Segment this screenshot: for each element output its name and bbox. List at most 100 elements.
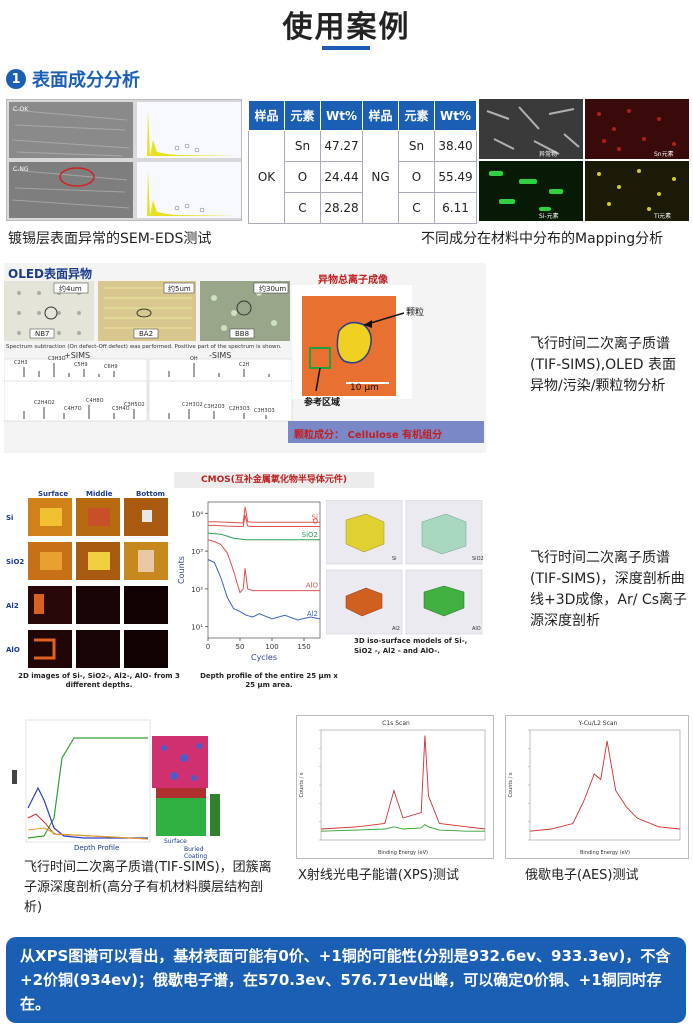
page-title: 使用案例 <box>282 10 411 45</box>
model-tag-sio2: SiO2 <box>472 556 484 562</box>
y-axis-label: Counts <box>177 556 186 584</box>
cmos-figure: Surface Middle Bottom Si SiO2 Al2 AlO 2D… <box>4 470 488 692</box>
element-cell: O <box>398 161 435 193</box>
col-header: Wt% <box>434 100 477 131</box>
pos-peak-label: C3H5O2 <box>124 402 145 408</box>
gcib-graphic <box>12 719 220 843</box>
pos-peak-label: C6H9 <box>104 364 118 370</box>
title-underline <box>322 46 370 50</box>
sem-eds-graphic: C-OK C-NG <box>7 100 241 220</box>
mapping-label-4: Ti元素 <box>653 212 671 220</box>
spectrum-note: Spectrum subtraction (On defect-Off defe… <box>6 344 282 350</box>
series-line-o <box>208 514 320 527</box>
cmos-row-label-alo: AlO <box>6 646 20 654</box>
wt-cell: 6.11 <box>434 192 477 224</box>
section-header: 1 表面成分分析 <box>6 66 140 92</box>
cmos-col-middle: Middle <box>86 490 113 498</box>
reference-label: 参考区域 <box>304 398 341 408</box>
spectrum-line <box>320 735 486 830</box>
pos-peak-label: C2H3 <box>14 360 28 366</box>
mapping-label-1: 异常物 <box>539 150 557 158</box>
wt-cell: 47.27 <box>320 130 363 162</box>
pos-sims-label: +SIMS <box>64 351 91 360</box>
oled-graphic <box>3 281 484 443</box>
y-tick-label: 10¹ <box>191 624 203 632</box>
x-tick-label: 50 <box>236 643 245 651</box>
depth-chart-caption: Depth profile of the entire 25 μm x 25 μ… <box>200 672 338 689</box>
cmos-col-bottom: Bottom <box>136 490 165 498</box>
y-axis-label: Counts / s <box>508 772 514 797</box>
sample-ok: OK <box>248 130 285 224</box>
element-cell: Sn <box>284 130 321 162</box>
table-row: OK Sn 47.27 NG Sn 38.40 <box>248 130 477 224</box>
mapping-label-2: Sn元素 <box>654 150 674 158</box>
series-line-sio2 <box>207 532 320 541</box>
pos-peak-label: C4H7O <box>64 406 82 412</box>
wt-cell: 55.49 <box>434 161 477 193</box>
gcib-figure: Depth Profile Surface Buried Coating <box>4 718 222 860</box>
depth-profile-chart: 10⁴ 10³ 10² 10¹ 0 50 100 150 Cycles Counts SiO SiO2… <box>177 501 321 662</box>
sem-eds-image: C-OK C-NG <box>6 99 242 221</box>
col-header: 元素 <box>284 100 321 131</box>
neg-peak-label: C2H3O2 <box>182 402 203 408</box>
oled-caption: 飞行时间二次离子质谱(TIF-SIMS),OLED 表面异物/污染/颗粒物分析 <box>530 336 677 394</box>
oled-figure: OLED表面异物 约4um 约5um 约30um NB7 BA2 BB8 Spe… <box>3 263 486 453</box>
wt-cell: 28.28 <box>320 192 363 224</box>
cmos-row-alo <box>28 630 168 668</box>
neg-peak-label: C2H <box>239 362 250 368</box>
col-header: 元素 <box>398 100 435 131</box>
model-tag-alo: AlO <box>472 626 481 632</box>
cmos-2d-caption: 2D images of Si-, SiO2-, Al2-, AlO- from… <box>18 672 180 689</box>
oled-micro-label-1: 约4um <box>59 285 82 293</box>
chart-title: C1s Scan <box>382 720 410 727</box>
aes-caption: 俄歇电子(AES)测试 <box>525 868 639 883</box>
series-label: AlO <box>306 582 319 590</box>
spectrum-line <box>529 740 681 832</box>
y-tick-label: 10⁴ <box>191 510 203 518</box>
cmos-2d-grid <box>28 498 168 668</box>
cmos-col-surface: Surface <box>38 490 69 498</box>
series-label: O <box>312 517 318 525</box>
cmos-3d-models: Si SiO2 Al2 AlO <box>326 500 484 635</box>
model-tag-si: Si <box>392 556 397 562</box>
cmos-row-label-sio2: SiO2 <box>6 558 25 566</box>
oled-sample-label-1: NB7 <box>35 330 50 338</box>
mapping-graphic: 异常物 Sn元素 Si-元素 Ti元素 <box>479 99 689 221</box>
cmos-caption: 飞行时间二次离子质谱(TIF-SIMS)，深度剖析曲线+3D成像，Ar/ Cs离… <box>530 550 687 629</box>
col-header: Wt% <box>320 100 363 131</box>
y-axis-label: Counts / s <box>299 772 305 797</box>
neg-peak-label: C3H2O3 <box>204 404 225 410</box>
sample-ng: NG <box>362 130 399 224</box>
neg-sims-label: -SIMS <box>209 351 232 360</box>
oled-micro-label-2: 约5um <box>168 285 191 293</box>
pos-peak-label: C4H8O <box>86 398 104 404</box>
scale-label: 10 μm <box>350 383 379 393</box>
col-header: 样品 <box>362 100 399 131</box>
composition-table: 样品 元素 Wt% 样品 元素 Wt% OK Sn 47.27 NG Sn 38… <box>248 100 477 224</box>
element-cell: Sn <box>398 130 435 162</box>
element-cell: C <box>284 192 321 224</box>
gcib-image-label-surface: Surface <box>164 838 187 845</box>
chart-title: Y-Cu/L2 Scan <box>578 720 618 727</box>
sem-caption: 镀锡层表面异常的SEM-EDS测试 <box>8 231 212 247</box>
series-label: SiO2 <box>302 531 318 539</box>
gcib-caption: 飞行时间二次离子质谱(TIF-SIMS)，团簇离子源深度剖析(高分子有机材料膜层… <box>24 860 272 915</box>
oled-sample-label-2: BA2 <box>139 330 154 338</box>
x-tick-label: 0 <box>206 643 210 651</box>
x-tick-label: 100 <box>265 643 278 651</box>
mapping-label-3: Si-元素 <box>539 212 559 220</box>
neg-peak-label: C2H3O3 <box>229 406 250 412</box>
cmos-title: CMOS(互补金属氧化物半导体元件) <box>174 472 374 488</box>
oled-conclusion: 颗粒成分： Cellulose 有机组分 <box>294 430 443 441</box>
xps-chart-panel: C1s Scan Binding Energy (eV) Counts / s <box>296 715 494 859</box>
wt-cell: 24.44 <box>320 161 363 193</box>
y-tick-label: 10² <box>191 586 203 594</box>
x-axis-label: Binding Energy (eV) <box>378 850 428 856</box>
conclusion-box: 从XPS图谱可以看出，基材表面可能有0价、+1铜的可能性(分别是932.6ev、… <box>6 937 686 1023</box>
mapping-caption: 不同成分在材料中分布的Mapping分析 <box>421 231 664 247</box>
pos-peak-label: C3H3O <box>48 356 66 362</box>
mapping-image: 异常物 Sn元素 Si-元素 Ti元素 <box>479 99 689 221</box>
oled-sample-label-3: BB8 <box>235 330 250 338</box>
table-row: C 28.28 C 6.11 <box>249 192 477 224</box>
sem-label-ng: C-NG <box>13 166 29 173</box>
